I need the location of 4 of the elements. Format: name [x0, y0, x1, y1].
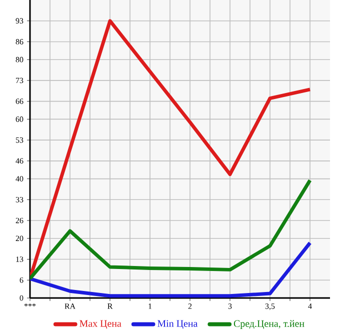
line-series: [30, 178, 312, 280]
legend-label: Max Цена: [80, 320, 122, 329]
legend-label: Сред.Цена, т.йен: [234, 320, 304, 330]
legend-label: Min Цена: [158, 320, 198, 329]
